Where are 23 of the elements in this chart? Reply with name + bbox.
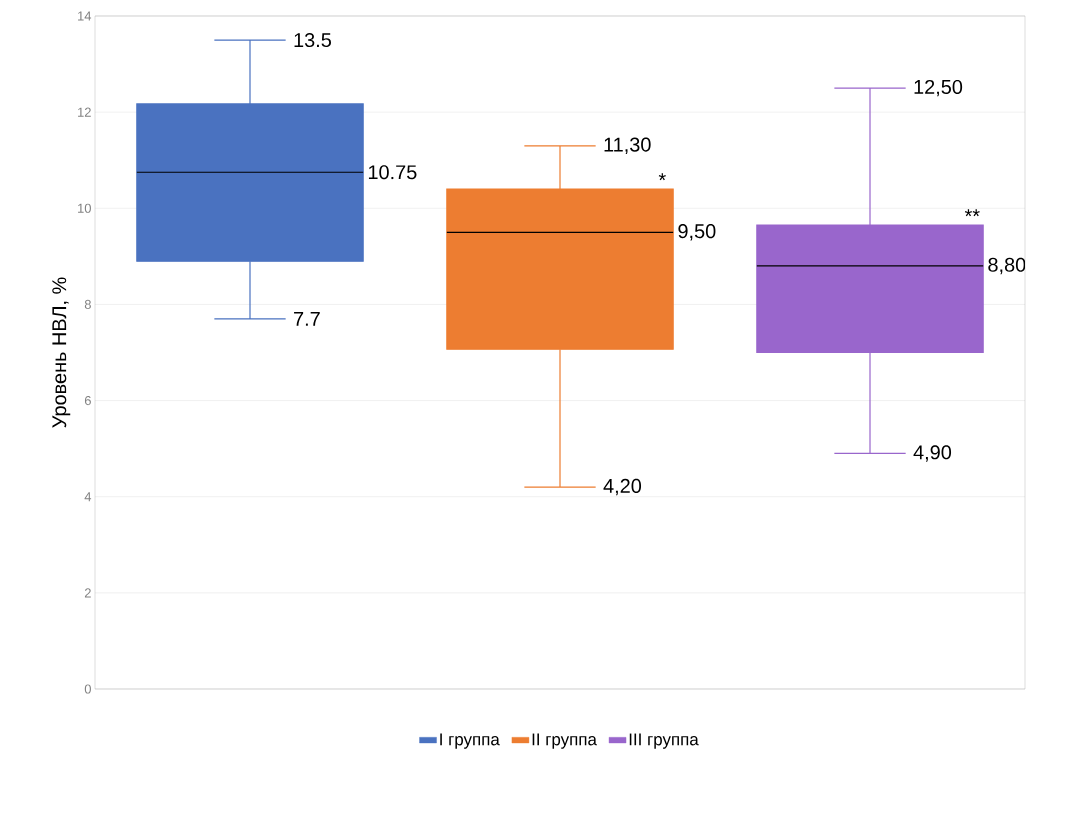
annotation: 7.7 — [294, 312, 320, 326]
legend-label: II группа — [532, 733, 597, 749]
annotation: * — [658, 173, 666, 181]
annotation: 9,50 — [678, 224, 716, 241]
annotation: 10.75 — [368, 165, 417, 180]
y-tick-label: 12 — [78, 107, 91, 117]
y-tick-label: 6 — [84, 395, 91, 406]
y-tick-label: 10 — [78, 203, 91, 213]
annotation: ** — [964, 209, 980, 217]
y-tick-label: 2 — [84, 588, 91, 598]
annotation: 11,30 — [604, 137, 651, 155]
annotation: 8,80 — [988, 257, 1026, 275]
y-tick-label: 0 — [84, 684, 91, 694]
legend-label: I группа — [440, 733, 500, 749]
annotation: 13.5 — [294, 32, 331, 48]
y-axis-title: Уровень НВЛ, % — [52, 277, 71, 428]
annotation: 4,20 — [603, 478, 642, 496]
legend-label: III группа — [629, 733, 699, 749]
y-tick-label: 4 — [84, 492, 92, 502]
annotation: 12,50 — [914, 79, 963, 97]
y-tick-label: 8 — [84, 299, 91, 310]
y-tick-label: 14 — [78, 11, 92, 21]
annotation: 4,90 — [913, 445, 952, 462]
